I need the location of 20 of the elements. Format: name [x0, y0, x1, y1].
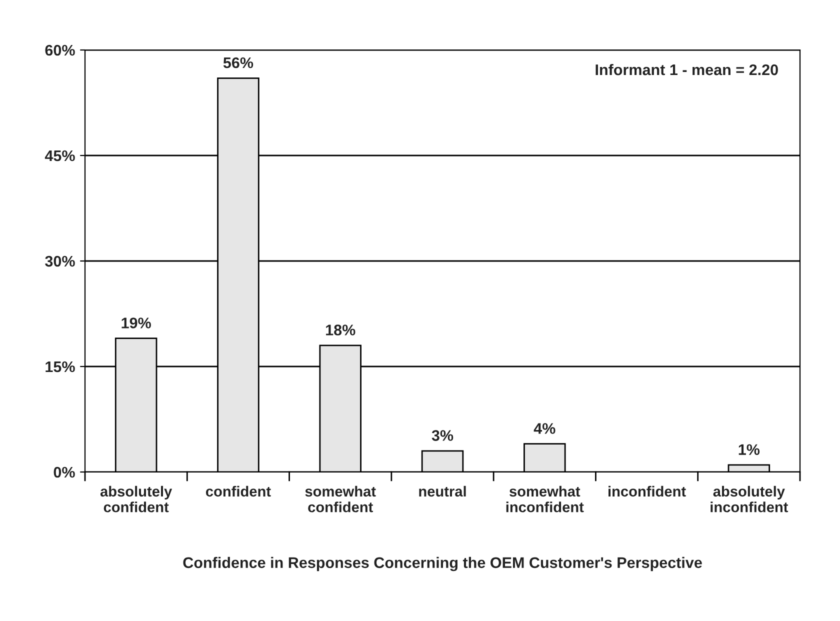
- data-label: 3%: [432, 430, 454, 441]
- data-label: 56%: [223, 57, 254, 68]
- y-tick-label: 45%: [44, 150, 75, 162]
- data-label: 18%: [326, 324, 356, 336]
- x-tick-label: neutral: [419, 486, 466, 497]
- y-tick-label: 15%: [46, 361, 75, 372]
- data-label: 1%: [738, 444, 760, 455]
- data-label: 4%: [534, 423, 556, 434]
- y-tick-label: 30%: [45, 256, 75, 267]
- x-tick-label: absolutely confident: [100, 486, 172, 512]
- y-tick-label: 60%: [45, 44, 75, 56]
- x-tick-label: confident: [206, 486, 271, 497]
- y-tick-label: 0%: [54, 466, 75, 478]
- data-label: 19%: [122, 318, 151, 328]
- x-tick-label: inconfident: [608, 486, 686, 497]
- x-axis-title: Confidence in Responses Concerning the OEM Customer's Perspective: [183, 556, 702, 572]
- x-tick-label: somewhat confident: [305, 486, 376, 512]
- x-tick-label: absolutely inconfident: [710, 486, 788, 512]
- annotation: Informant 1 - mean = 2.20: [596, 64, 778, 76]
- x-tick-label: somewhat inconfident: [506, 486, 584, 512]
